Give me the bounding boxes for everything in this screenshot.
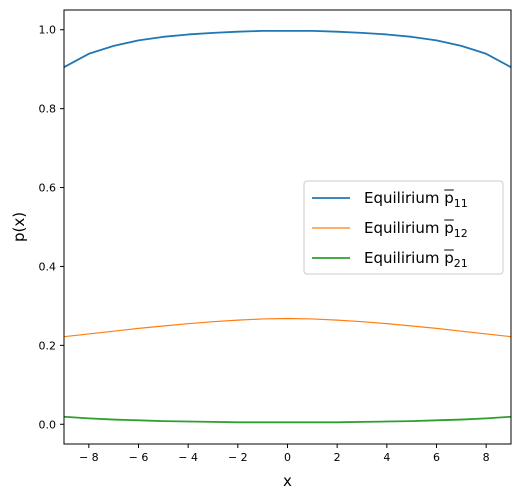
y-axis-label: p(x) xyxy=(10,212,28,242)
x-axis-label: x xyxy=(283,472,292,490)
legend-label: Equilirium p12 xyxy=(364,219,468,240)
x-tick-label: 0 xyxy=(284,451,291,464)
x-tick-label: 4 xyxy=(383,451,390,464)
y-tick-label: 0.6 xyxy=(39,182,57,195)
series-layer xyxy=(63,30,512,424)
x-tick-label: − 2 xyxy=(228,451,248,464)
legend-label: Equilirium p11 xyxy=(364,189,468,210)
x-tick-label: − 6 xyxy=(129,451,149,464)
series-line-11 xyxy=(63,30,512,69)
legend-symbol: p xyxy=(444,189,454,207)
x-axis: − 8 − 6 − 4 − 2 0 2 4 6 8 xyxy=(79,444,490,464)
y-tick-label: 0.8 xyxy=(39,103,57,116)
y-tick-label: 0.2 xyxy=(39,339,57,352)
x-tick-label: 6 xyxy=(433,451,440,464)
x-tick-label: − 4 xyxy=(178,451,198,464)
legend-symbol: p xyxy=(444,249,454,267)
legend-subscript: 11 xyxy=(454,197,468,210)
x-tick-label: 2 xyxy=(334,451,341,464)
y-tick-label: 0.0 xyxy=(39,418,57,431)
legend-subscript: 12 xyxy=(454,227,468,240)
legend-symbol: p xyxy=(444,219,454,237)
legend-box xyxy=(303,180,504,275)
series-line-21 xyxy=(63,415,512,424)
y-axis: 0.0 0.2 0.4 0.6 0.8 1.0 xyxy=(39,24,64,431)
x-tick-label: − 8 xyxy=(79,451,99,464)
y-tick-label: 1.0 xyxy=(39,24,57,37)
legend: Equilirium p11 Equilirium p12 Equilirium p… xyxy=(303,180,504,275)
legend-label: Equilirium p21 xyxy=(364,249,468,270)
y-tick-label: 0.4 xyxy=(39,260,57,273)
series-line-12 xyxy=(63,317,512,338)
legend-subscript: 21 xyxy=(454,257,468,270)
x-tick-label: 8 xyxy=(483,451,490,464)
